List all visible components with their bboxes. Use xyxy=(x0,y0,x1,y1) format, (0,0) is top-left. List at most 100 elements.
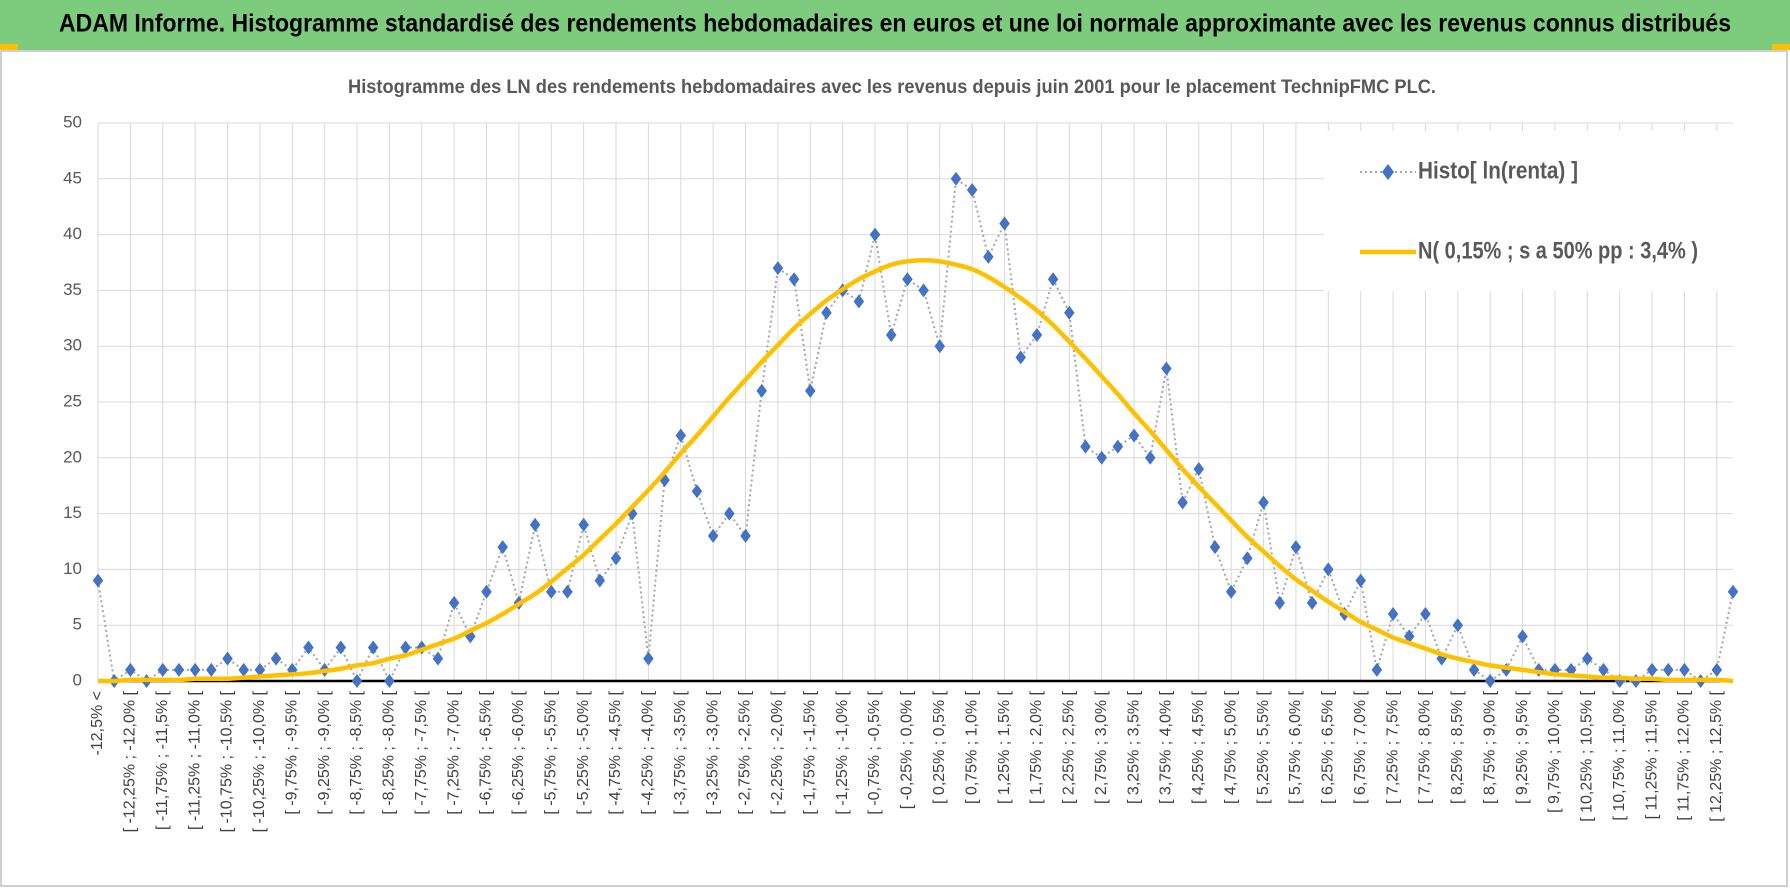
data-point xyxy=(189,662,201,677)
data-point xyxy=(335,640,347,655)
data-point xyxy=(1258,495,1269,510)
data-point xyxy=(254,662,266,677)
x-tick-label: [ -1,25% ; -1,0% [ xyxy=(834,690,851,814)
series-line xyxy=(97,177,1734,684)
data-point xyxy=(562,584,573,599)
y-tick-label: 35 xyxy=(63,280,82,299)
data-point xyxy=(902,272,913,287)
data-point xyxy=(1064,305,1075,320)
y-tick-label: 40 xyxy=(63,224,82,243)
legend-label: N( 0,15% ; s a 50% pp : 3,4% ) xyxy=(1418,237,1698,264)
x-tick-label: [ 4,75% ; 5,0% [ xyxy=(1222,690,1239,804)
data-point xyxy=(691,484,703,499)
x-tick-label: [ -4,25% ; -4,0% [ xyxy=(640,690,657,814)
data-point xyxy=(270,651,282,666)
data-point xyxy=(1015,350,1026,365)
data-point xyxy=(853,294,865,309)
data-point xyxy=(869,227,881,242)
legend-label: Histo[ ln(renta) ] xyxy=(1418,157,1578,184)
data-point xyxy=(238,662,249,677)
data-point xyxy=(351,674,363,688)
header-corner xyxy=(1772,44,1790,50)
y-tick-label: 25 xyxy=(63,391,82,410)
x-tick-label: [ 4,25% ; 4,5% [ xyxy=(1190,690,1207,804)
data-point xyxy=(481,584,492,599)
x-tick-label: [ -12,25% ; -12,0% [ xyxy=(122,690,139,832)
legend-marker xyxy=(1382,164,1394,180)
data-point xyxy=(643,651,654,666)
data-point xyxy=(1161,361,1172,376)
x-tick-label: [ 7,25% ; 7,5% [ xyxy=(1384,690,1401,804)
data-point xyxy=(1306,595,1318,610)
data-point xyxy=(1080,439,1091,454)
data-point xyxy=(157,662,169,677)
x-tick-label: [ 5,75% ; 6,0% [ xyxy=(1287,690,1304,804)
y-tick-label: 30 xyxy=(63,336,82,355)
data-point xyxy=(950,171,962,186)
x-tick-label: [ -1,75% ; -1,5% [ xyxy=(801,690,818,814)
data-point xyxy=(1679,662,1690,677)
data-point xyxy=(222,651,233,666)
x-tick-label: [ -9,75% ; -9,5% [ xyxy=(283,690,300,814)
x-tick-label: [ 11,25% ; 11,5% [ xyxy=(1643,690,1660,819)
data-point xyxy=(1112,439,1124,454)
y-tick-label: 5 xyxy=(73,615,82,634)
y-tick-label: 45 xyxy=(63,168,82,187)
x-tick-label: [ 1,25% ; 1,5% [ xyxy=(996,690,1013,804)
data-point xyxy=(1646,662,1658,677)
x-tick-label: [ 11,75% ; 12,0% [ xyxy=(1676,690,1693,820)
data-point xyxy=(1144,450,1156,465)
legend-box xyxy=(1324,131,1734,291)
x-tick-label: [ -11,75% ; -11,5% [ xyxy=(154,690,171,830)
normal-curve xyxy=(97,258,1734,684)
data-point xyxy=(1323,562,1334,577)
data-point xyxy=(1582,651,1593,666)
data-point xyxy=(1355,573,1366,588)
data-point xyxy=(1209,540,1221,555)
data-point xyxy=(788,272,800,287)
data-point xyxy=(400,640,411,655)
data-point xyxy=(594,573,606,588)
data-point xyxy=(772,261,784,276)
data-point xyxy=(675,428,687,443)
data-point xyxy=(1598,662,1609,677)
data-point xyxy=(1517,629,1528,644)
data-point xyxy=(384,674,395,688)
data-point xyxy=(724,506,735,521)
x-tick-label: [ 3,25% ; 3,5% [ xyxy=(1125,690,1142,804)
data-point xyxy=(1371,662,1383,677)
x-tick-label: [ 0,75% ; 1,0% [ xyxy=(963,690,980,804)
x-tick-label: [ 9,75% ; 10,0% [ xyxy=(1546,690,1563,812)
data-point xyxy=(740,528,751,543)
x-tick-label: [ -2,75% ; -2,5% [ xyxy=(737,690,754,814)
x-tick-label: [ -2,25% ; -2,0% [ xyxy=(769,690,786,814)
data-point xyxy=(610,551,622,566)
data-point xyxy=(934,339,946,354)
data-point xyxy=(1420,607,1431,622)
data-point xyxy=(1662,662,1674,677)
data-point xyxy=(1468,662,1480,677)
data-point xyxy=(497,540,508,555)
x-tick-label: [ -0,75% ; -0,5% [ xyxy=(866,690,883,814)
data-point xyxy=(367,640,379,655)
data-point xyxy=(983,249,994,264)
data-point xyxy=(173,662,185,677)
header-title: ADAM Informe. Histogramme standardisé de… xyxy=(59,10,1731,38)
x-tick-label: [ 5,25% ; 5,5% [ xyxy=(1255,690,1272,804)
data-point xyxy=(92,573,104,588)
x-tick-label: [ -10,25% ; -10,0% [ xyxy=(251,690,268,832)
x-tick-label: [ -5,25% ; -5,0% [ xyxy=(575,690,592,814)
data-point xyxy=(1128,428,1140,443)
x-tick-label: [ -8,25% ; -8,0% [ xyxy=(381,690,398,814)
header-bar xyxy=(0,0,1790,50)
x-tick-label: [ 1,75% ; 2,0% [ xyxy=(1028,690,1045,804)
x-tick-label: [ -3,75% ; -3,5% [ xyxy=(672,690,689,814)
x-tick-label: [ -7,75% ; -7,5% [ xyxy=(413,690,430,814)
data-point xyxy=(707,528,719,543)
data-point xyxy=(1031,328,1043,343)
data-point xyxy=(1727,584,1739,599)
x-tick-label: -12,5% < xyxy=(89,691,106,755)
data-point xyxy=(918,283,929,298)
chart-border xyxy=(0,50,1788,887)
